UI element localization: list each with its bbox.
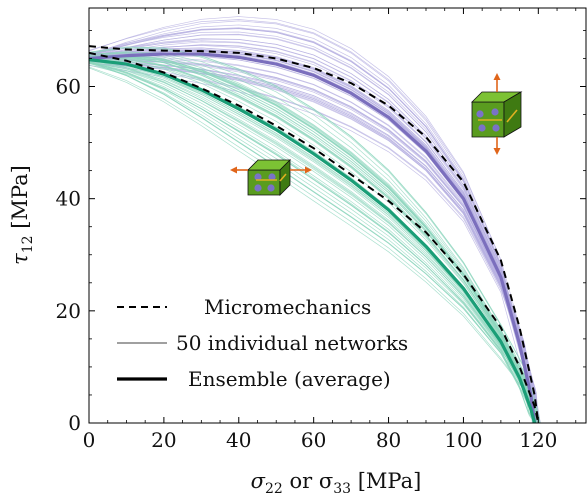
- arrowhead-icon: [305, 166, 312, 174]
- y-axis-label: τ12 [MPa]: [8, 165, 36, 265]
- x-label-unit: [MPa]: [351, 469, 421, 493]
- cube-front-face: [247, 169, 281, 196]
- y-label-tau: τ: [8, 253, 32, 265]
- ensemble-average-line: [89, 58, 537, 423]
- x-axis-label: σ22 or σ33 [MPa]: [251, 469, 422, 497]
- legend-label-individual-networks: 50 individual networks: [176, 331, 408, 355]
- fiber-dot: [254, 184, 262, 192]
- individual-network-line: [89, 47, 540, 423]
- y-tick-label: 0: [68, 411, 81, 435]
- fiber-dot: [478, 124, 486, 132]
- x-tick-label: 40: [226, 428, 251, 452]
- legend-label-ensemble: Ensemble (average): [188, 367, 391, 391]
- cube-side-face: [279, 159, 291, 196]
- y-tick-label: 40: [56, 187, 81, 211]
- x-label-sigma: σ: [251, 469, 266, 493]
- x-label-sub-22: 22: [265, 481, 283, 497]
- x-tick-label: 60: [301, 428, 326, 452]
- individual-network-line: [89, 47, 537, 423]
- fiber-dot: [476, 110, 484, 118]
- micromechanics-line: [89, 51, 540, 423]
- arrowhead-icon: [493, 148, 501, 155]
- fiber-dot: [491, 108, 499, 116]
- fiber-dot: [254, 173, 262, 181]
- fiber-dot: [268, 173, 276, 181]
- x-tick-label: 0: [83, 428, 96, 452]
- individual-network-line: [89, 57, 536, 423]
- individual-network-line: [89, 38, 537, 423]
- micromechanics-lines: [89, 45, 540, 423]
- ensemble-average-line: [89, 52, 537, 423]
- individual-network-line: [89, 63, 538, 423]
- fiber-dot: [492, 124, 500, 132]
- individual-network-line: [89, 61, 536, 423]
- individual-network-line: [89, 34, 534, 423]
- individual-network-line: [89, 40, 538, 423]
- fiber-dot: [267, 184, 275, 192]
- x-label-sub-33: 33: [333, 481, 351, 497]
- y-tick-label: 60: [56, 75, 81, 99]
- plot-frame: [88, 7, 587, 424]
- x-tick-label: 20: [151, 428, 176, 452]
- individual-network-line: [89, 58, 536, 423]
- uniaxial-loading-cube-icon: [471, 73, 523, 155]
- individual-network-line: [89, 55, 534, 423]
- individual-network-line: [89, 27, 536, 423]
- micromechanics-line: [89, 45, 540, 423]
- shear-arrow: [279, 173, 287, 182]
- y-label-sub-12: 12: [20, 235, 36, 253]
- individual-network-line: [89, 62, 539, 423]
- x-tick-label: 80: [376, 428, 401, 452]
- arrowhead-icon: [230, 166, 237, 174]
- x-tick-label: 100: [444, 428, 482, 452]
- x-label-or: or σ: [283, 469, 333, 493]
- y-tick-label: 20: [56, 299, 81, 323]
- x-tick-label: 120: [519, 428, 557, 452]
- individual-network-line: [89, 62, 537, 423]
- individual-network-line: [89, 33, 536, 423]
- individual-network-line: [89, 28, 534, 423]
- shear-arrow: [506, 109, 518, 123]
- legend: Micromechanics 50 individual networks En…: [117, 295, 408, 391]
- legend-label-micromechanics: Micromechanics: [204, 295, 371, 319]
- individual-network-line: [89, 19, 536, 423]
- individual-network-line: [89, 62, 536, 423]
- uniaxial-loading-cube-icon: [230, 159, 312, 196]
- individual-network-line: [89, 52, 538, 423]
- axis-ticks: 0 20 40 60 80 100 120 0 20 40 60: [56, 8, 586, 452]
- individual-network-line: [89, 54, 536, 423]
- arrowhead-icon: [493, 73, 501, 80]
- ensemble-lines: [89, 52, 537, 423]
- y-label-unit: [MPa]: [8, 165, 32, 235]
